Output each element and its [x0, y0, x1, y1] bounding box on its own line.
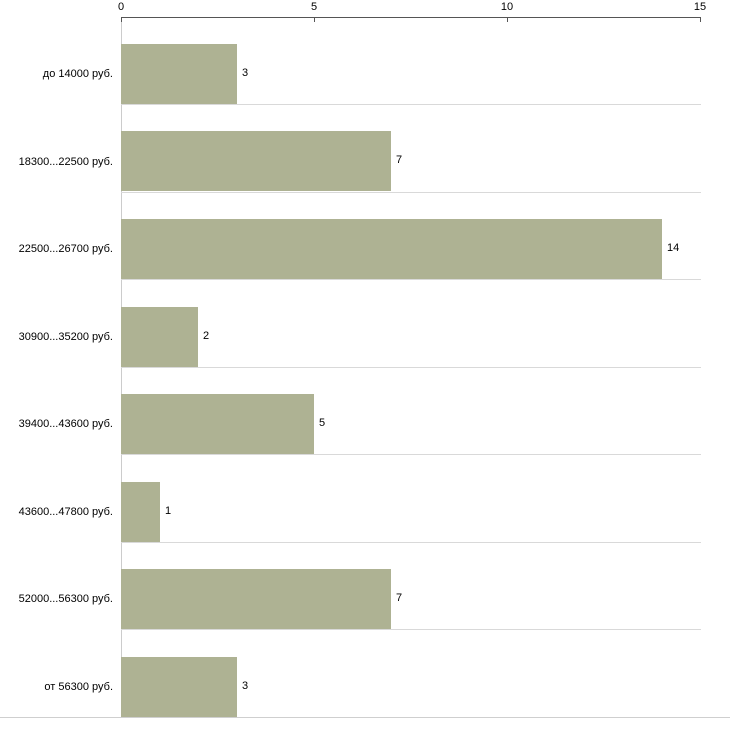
bar[interactable]: [121, 131, 391, 191]
x-tick-label-1: 5: [310, 1, 318, 13]
x-tick-label-2: 10: [500, 1, 514, 13]
bar-value-label: 3: [242, 680, 249, 692]
category-axis-labels: до 14000 руб. 18300...22500 руб. 22500..…: [0, 17, 113, 717]
x-tick-label-0: 0: [117, 1, 125, 13]
category-label: 18300...22500 руб.: [18, 156, 113, 168]
bar-value-label: 5: [319, 417, 326, 429]
row-separator: [121, 542, 701, 543]
bar-value-label: 1: [165, 505, 172, 517]
bar[interactable]: [121, 394, 314, 454]
plot-area: 0 5 10 15 3 7 14 2 5 1 7 3: [118, 1, 706, 718]
category-label: 39400...43600 руб.: [18, 418, 113, 430]
x-axis-line: [121, 17, 701, 18]
category-label: 22500...26700 руб.: [18, 243, 113, 255]
category-label: 43600...47800 руб.: [18, 506, 113, 518]
x-tick-0: [121, 17, 122, 22]
x-tick-1: [314, 17, 315, 22]
bar[interactable]: [121, 569, 391, 629]
row-separator: [121, 192, 701, 193]
row-separator: [121, 367, 701, 368]
bar[interactable]: [121, 657, 237, 717]
row-separator: [121, 629, 701, 630]
x-tick-label-3: 15: [693, 1, 707, 13]
bar-value-label: 7: [396, 592, 403, 604]
row-separator: [121, 279, 701, 280]
category-label: от 56300 руб.: [44, 681, 113, 693]
row-separator: [121, 104, 701, 105]
bar-value-label: 3: [242, 67, 249, 79]
bar-value-label: 2: [203, 330, 210, 342]
bar[interactable]: [121, 482, 160, 542]
category-label: 30900...35200 руб.: [18, 331, 113, 343]
bar[interactable]: [121, 44, 237, 104]
bar[interactable]: [121, 307, 198, 367]
bar-value-label: 7: [396, 154, 403, 166]
x-tick-3: [700, 17, 701, 22]
category-label: до 14000 руб.: [42, 68, 113, 80]
x-tick-2: [507, 17, 508, 22]
bar[interactable]: [121, 219, 662, 279]
category-label: 52000...56300 руб.: [18, 593, 113, 605]
bottom-border: [0, 717, 730, 718]
row-separator: [121, 454, 701, 455]
bar-value-label: 14: [667, 242, 680, 254]
